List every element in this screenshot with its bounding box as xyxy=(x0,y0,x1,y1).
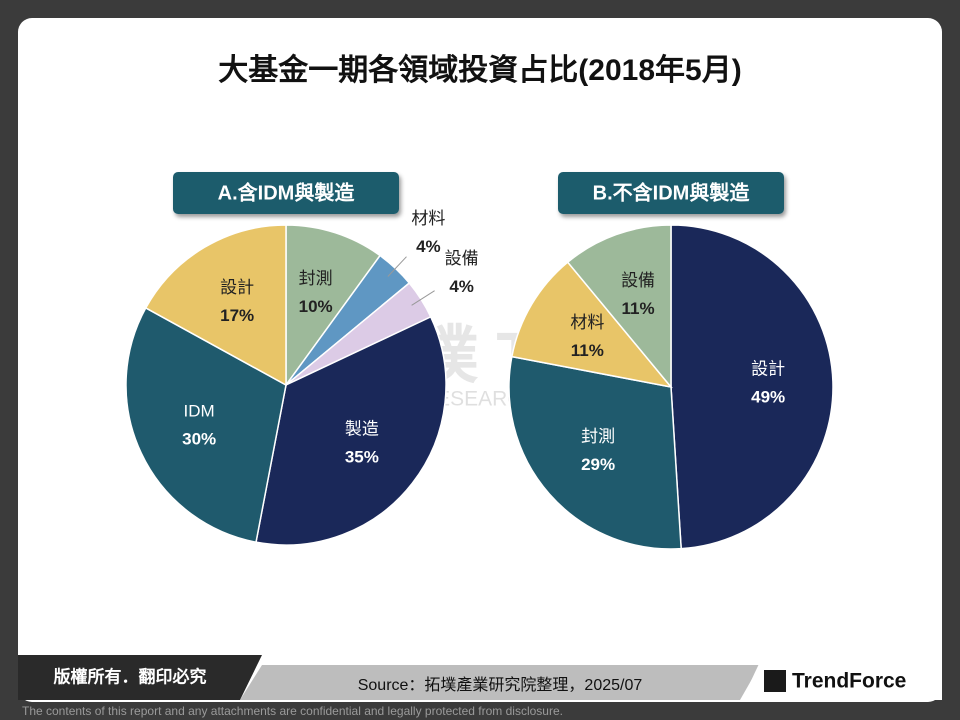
disclaimer: The contents of this report and any atta… xyxy=(22,704,563,718)
slice-category: 材料 xyxy=(411,209,445,228)
brand-band xyxy=(742,636,942,700)
source-band xyxy=(240,665,760,700)
slice-value-label: 4% xyxy=(416,237,441,256)
pie-slice xyxy=(144,224,287,387)
slice-value-label: 4% xyxy=(449,277,474,296)
pie-slice xyxy=(510,261,673,389)
pie-slice xyxy=(508,355,682,550)
slice-category: 設備 xyxy=(445,249,479,268)
copyright-band xyxy=(18,655,262,700)
slice-category: 封測 xyxy=(581,427,615,446)
charts: 封測10%材料4%設備4%製造35%IDM30%設計17%A.含IDM與製造設計… xyxy=(125,172,834,550)
slice-category: 設備 xyxy=(621,271,655,290)
brand-icon xyxy=(764,670,786,692)
slice-category: 設計 xyxy=(220,278,254,297)
pie-slice xyxy=(255,315,447,546)
chart-title-box xyxy=(173,172,399,214)
pie-slice xyxy=(285,224,382,388)
slice-value-label: 11% xyxy=(571,341,604,360)
slice-value-label: 10% xyxy=(299,297,333,316)
slice-value-label: 30% xyxy=(182,429,216,448)
slice-category: IDM xyxy=(184,401,215,420)
chart-title: B.不含IDM與製造 xyxy=(593,180,751,204)
pie-slice xyxy=(670,224,834,550)
slice-category: 材料 xyxy=(570,313,604,332)
slice-category: 封測 xyxy=(299,269,333,288)
leader-line xyxy=(387,256,407,277)
slice-value-label: 11% xyxy=(622,299,655,318)
leader-line xyxy=(411,290,435,306)
slice-value-label: 49% xyxy=(751,387,785,406)
pie-slice xyxy=(566,224,672,390)
slice-value-label: 29% xyxy=(581,455,615,474)
copyright: 版權所有．翻印必究 xyxy=(54,666,207,686)
slice-category: 設計 xyxy=(751,359,785,378)
pie-slice xyxy=(125,306,287,544)
slide-title: 大基金一期各領域投資占比(2018年5月) xyxy=(218,53,741,87)
slice-category: 製造 xyxy=(345,419,379,438)
brand: TrendForce xyxy=(792,670,906,693)
source: Source：拓墣產業研究院整理，2025/07 xyxy=(358,676,643,694)
chart-title: A.含IDM與製造 xyxy=(218,180,356,204)
slice-value-label: 35% xyxy=(345,447,379,466)
chart-title-box xyxy=(558,172,784,214)
slice-value-label: 17% xyxy=(220,306,254,325)
